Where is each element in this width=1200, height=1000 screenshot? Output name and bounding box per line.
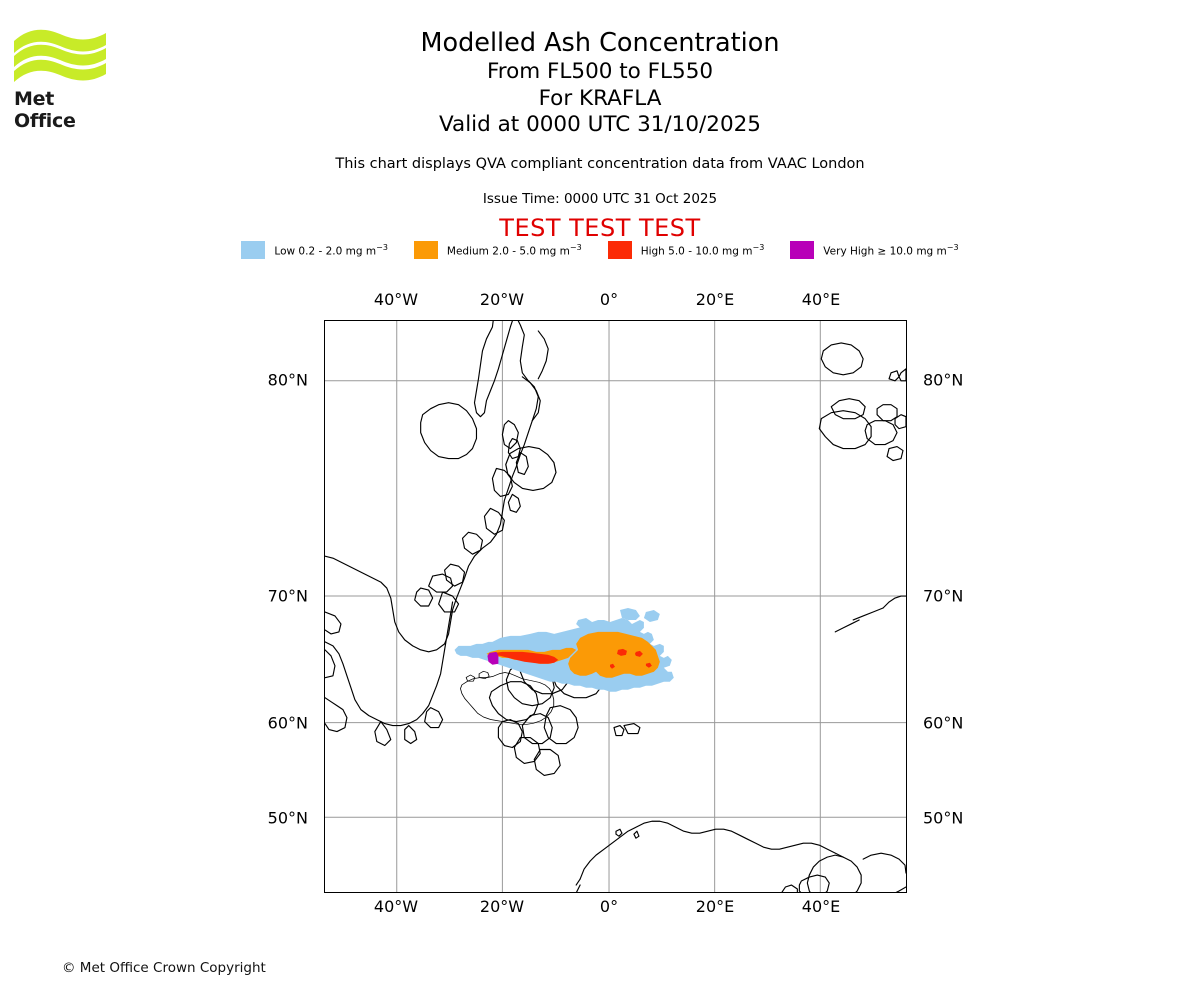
legend-item: Medium 2.0 - 5.0 mg m−3 [413,241,582,259]
legend-label-very-high: Very High ≥ 10.0 mg m−3 [823,242,959,258]
concentration-legend: Low 0.2 - 2.0 mg m−3 Medium 2.0 - 5.0 mg… [0,241,1200,259]
legend-swatch-medium [413,241,438,259]
map-canvas [325,321,906,892]
lon-label-bottom: 40°E [801,897,841,916]
lat-label-left: 50°N [267,808,308,828]
lat-label-left: 60°N [267,713,308,733]
lon-label-bottom: 20°W [479,897,525,916]
copyright-notice: © Met Office Crown Copyright [62,960,266,976]
lat-label-right: 70°N [923,586,964,606]
legend-swatch-high [607,241,632,259]
legend-label-high: High 5.0 - 10.0 mg m−3 [640,242,765,258]
legend-swatch-low [241,241,266,259]
lat-label-right: 80°N [923,370,964,390]
chart-subtitle: This chart displays QVA compliant concen… [335,156,865,172]
graticule-gridlines [325,321,906,892]
met-office-logo: Met Office [14,28,114,132]
plume-high-concentration [492,648,652,669]
lon-label-bottom: 40°W [373,897,419,916]
issue-time: Issue Time: 0000 UTC 31 Oct 2025 [482,191,718,207]
lon-label-top: 40°W [373,290,419,309]
lat-label-left: 70°N [267,586,308,606]
met-office-wave-logo-icon [14,29,106,82]
legend-item: High 5.0 - 10.0 mg m−3 [607,241,765,259]
test-banner: TEST TEST TEST [499,214,701,242]
legend-label-medium: Medium 2.0 - 5.0 mg m−3 [446,242,582,258]
legend-label-low: Low 0.2 - 2.0 mg m−3 [274,242,388,258]
legend-swatch-very-high [790,241,815,259]
lon-label-top: 20°W [479,290,525,309]
lat-label-left: 80°N [267,370,308,390]
lon-label-top: 0° [599,290,619,309]
title-block: Modelled Ash Concentration From FL500 to… [0,28,1200,139]
flight-level-range: From FL500 to FL550 [486,59,714,84]
lon-label-bottom: 0° [599,897,619,916]
lon-label-bottom: 20°E [695,897,735,916]
plume-very-high-concentration [487,651,499,665]
ash-concentration-map: 40°W 20°W 0° 20°E 40°E 40°W 20°W 0° 20°E… [268,290,964,916]
lon-label-top: 20°E [695,290,735,309]
ash-plume-overlay [454,607,674,692]
lon-label-top: 40°E [801,290,841,309]
volcano-name: For KRAFLA [538,85,662,111]
met-office-logo-text: Met Office [14,88,76,132]
legend-item: Low 0.2 - 2.0 mg m−3 [241,241,388,259]
coastlines [325,321,906,892]
valid-time: Valid at 0000 UTC 31/10/2025 [438,112,761,137]
page-title: Modelled Ash Concentration [420,28,780,58]
legend-item: Very High ≥ 10.0 mg m−3 [790,241,959,259]
map-frame[interactable] [324,320,907,893]
lat-label-right: 60°N [923,713,964,733]
lat-label-right: 50°N [923,808,964,828]
